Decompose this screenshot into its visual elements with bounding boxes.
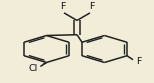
Text: Cl: Cl — [28, 63, 37, 73]
Text: F: F — [89, 2, 94, 11]
Text: F: F — [60, 2, 65, 11]
Text: F: F — [136, 57, 142, 66]
